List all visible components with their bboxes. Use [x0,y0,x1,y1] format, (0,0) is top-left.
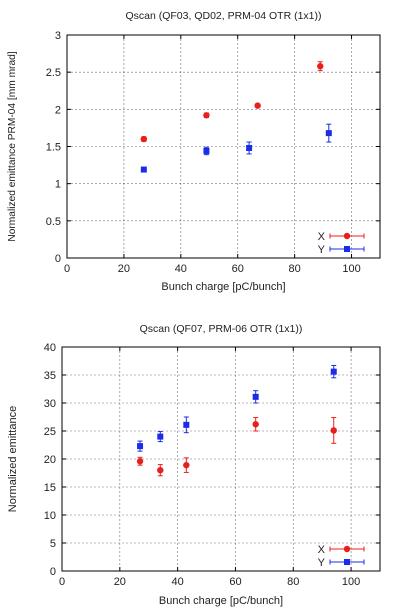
legend-label: X [318,231,326,243]
x-tick-label: 100 [342,263,360,275]
series-x [136,417,337,477]
y-tick-label: 5 [50,538,56,550]
legend-marker [344,246,350,252]
data-point [246,144,253,151]
data-point [252,421,259,428]
x-axis-label: Bunch charge [pC/bunch] [159,595,283,607]
y-axis-label: Normalized emittance PRM-04 [mm mrad] [7,51,18,241]
chart-2: Qscan (QF07, PRM-06 OTR (1x1)) 0 20 40 60 80 1… [7,323,381,607]
legend-marker [344,559,350,565]
data-point [140,166,147,173]
x-tick-label: 60 [232,263,244,275]
legend-label: X [318,544,326,556]
data-point [183,421,190,428]
data-point [254,102,261,109]
data-point [317,63,324,70]
y-tick-label: 0.5 [46,216,61,228]
legend-marker [343,232,351,240]
y-tick-label: 40 [44,342,56,354]
y-tick-label: 2.5 [46,67,61,79]
y-tick-label: 25 [44,426,56,438]
series-y [140,123,332,173]
x-tick-label: 60 [229,576,241,588]
x-tick-label: 20 [114,576,126,588]
data-point [203,147,210,154]
chart-1: Qscan (QF03, QD02, PRM-04 OTR (1x1))0 20 4… [7,10,381,293]
x-axis-label: Bunch charge [pC/bunch] [161,281,285,293]
legend-label: Y [318,557,326,569]
plot-frame [61,346,381,572]
y-tick-label: 1.5 [46,142,61,154]
y-tick-label: 1 [55,179,61,191]
x-tick-label: 100 [342,576,360,588]
x-tick-label: 80 [289,263,301,275]
x-tick-label: 40 [175,263,187,275]
y-tick-label: 10 [44,510,56,522]
y-tick-label: 15 [44,482,56,494]
y-tick-label: 3 [55,30,61,42]
x-tick-label: 0 [64,263,70,275]
legend-marker [343,545,351,553]
y-tick-label: 20 [44,454,56,466]
y-tick-label: 30 [44,398,56,410]
series-y [137,364,337,452]
data-point [136,458,144,465]
x-tick-label: 40 [172,576,184,588]
data-point [325,130,332,137]
data-point [203,112,210,119]
plot-frame [66,34,381,259]
y-tick-label: 2 [55,104,61,116]
data-point [137,443,144,450]
data-point [140,135,148,143]
series-x [140,61,324,143]
data-point [157,433,164,440]
x-tick-label: 80 [287,576,299,588]
y-tick-label: 35 [44,370,56,382]
data-point [183,461,190,469]
y-axis-label: Normalized emittance [7,406,19,512]
data-point [330,368,337,375]
legend-label: Y [318,244,326,256]
y-tick-label: 0 [55,253,61,265]
chart-title: Qscan (QF07, PRM-06 OTR (1x1)) [140,323,303,335]
x-tick-label: 20 [118,263,130,275]
data-point [252,393,259,400]
data-point [330,427,337,434]
y-tick-label: 0 [50,566,56,578]
chart-title: Qscan (QF03, QD02, PRM-04 OTR (1x1)) [125,10,321,22]
x-tick-label: 0 [59,576,65,588]
data-point [157,467,164,474]
